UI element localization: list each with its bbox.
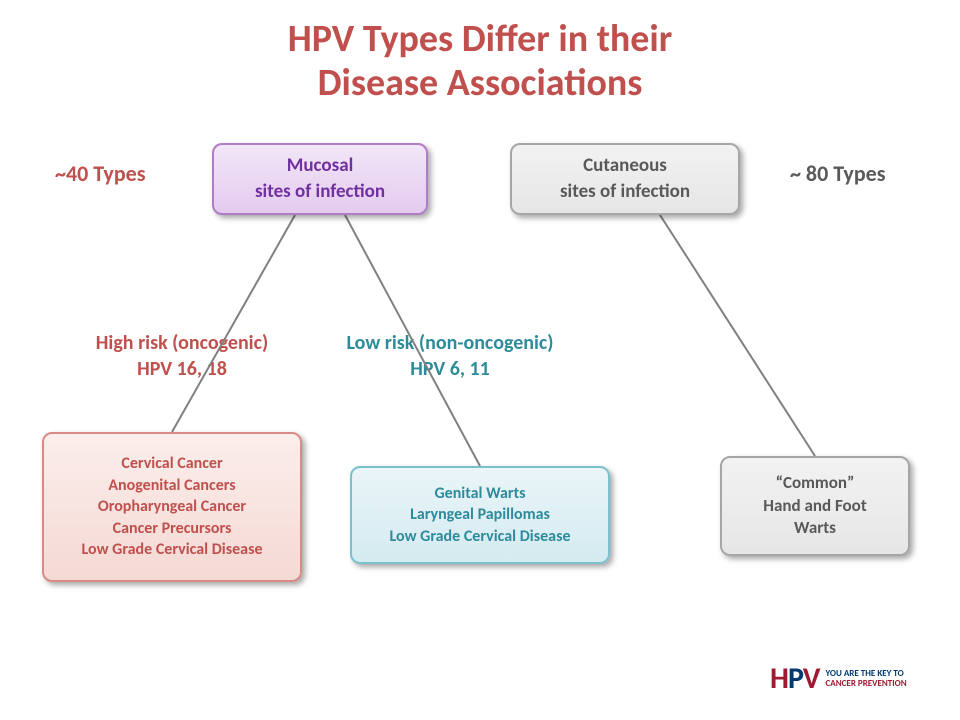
node-text-line: Cutaneous: [583, 153, 667, 179]
node-lowrisk: Genital WartsLaryngeal PapillomasLow Gra…: [350, 466, 610, 564]
node-text-line: “Common”: [776, 472, 855, 495]
logo-letter: P: [788, 660, 803, 697]
node-common: “Common”Hand and FootWarts: [720, 456, 910, 556]
node-highrisk: Cervical CancerAnogenital CancersOrophar…: [42, 432, 302, 582]
branch-high-line1: High risk (oncogenic): [96, 331, 268, 355]
node-cutaneous: Cutaneoussites of infection: [510, 143, 740, 215]
node-text-line: Cancer Precursors: [113, 518, 232, 540]
footer-logo: HPV YOU ARE THE KEY TO CANCER PREVENTION: [770, 660, 907, 697]
logo-hpv-text: HPV: [770, 660, 820, 697]
node-text-line: Warts: [794, 517, 836, 540]
title-line-2: Disease Associations: [318, 60, 643, 106]
branch-low-line2: HPV 6, 11: [410, 357, 490, 381]
edge-line: [660, 215, 815, 456]
node-text-line: Low Grade Cervical Disease: [390, 526, 571, 548]
node-text-line: Genital Warts: [434, 483, 525, 505]
node-text-line: sites of infection: [255, 179, 385, 205]
slide-title: HPV Types Differ in their Disease Associ…: [0, 18, 960, 105]
node-text-line: Mucosal: [287, 153, 354, 179]
branch-high-line2: HPV 16, 18: [137, 357, 227, 381]
node-text-line: Laryngeal Papillomas: [410, 504, 550, 526]
node-text-line: Oropharyngeal Cancer: [98, 496, 246, 518]
branch-label-high: High risk (oncogenic) HPV 16, 18: [52, 330, 312, 382]
side-label-left: ~40 Types: [55, 160, 146, 187]
side-label-right: ~ 80 Types: [790, 160, 886, 187]
node-text-line: Hand and Foot: [763, 495, 866, 518]
branch-label-low: Low risk (non-oncogenic) HPV 6, 11: [320, 330, 580, 382]
logo-tag-2: CANCER PREVENTION: [826, 678, 907, 689]
logo-tagline: YOU ARE THE KEY TO CANCER PREVENTION: [826, 669, 907, 689]
node-text-line: Anogenital Cancers: [108, 475, 235, 497]
edge-line: [172, 215, 295, 432]
node-text-line: Cervical Cancer: [121, 453, 222, 475]
logo-letter: V: [803, 660, 820, 697]
title-line-1: HPV Types Differ in their: [288, 16, 673, 62]
node-mucosal: Mucosalsites of infection: [212, 143, 428, 215]
node-text-line: Low Grade Cervical Disease: [82, 539, 263, 561]
logo-letter: H: [770, 660, 788, 697]
slide: HPV Types Differ in their Disease Associ…: [0, 0, 960, 720]
node-text-line: sites of infection: [560, 179, 690, 205]
branch-low-line1: Low risk (non-oncogenic): [346, 331, 553, 355]
